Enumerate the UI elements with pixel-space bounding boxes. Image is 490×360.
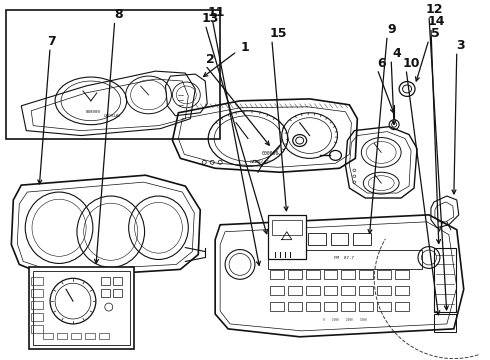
- Bar: [31, 277, 43, 285]
- Text: 0    1000    2000    3000: 0 1000 2000 3000: [322, 318, 367, 322]
- Text: 6: 6: [377, 57, 386, 70]
- Bar: [331, 233, 348, 244]
- Text: 1: 1: [241, 41, 249, 54]
- Bar: [101, 289, 110, 297]
- Bar: [31, 313, 43, 321]
- Bar: [270, 270, 284, 279]
- Bar: [323, 270, 338, 279]
- Bar: [359, 270, 373, 279]
- Bar: [270, 286, 284, 295]
- Bar: [395, 270, 409, 279]
- Text: 7: 7: [47, 35, 55, 48]
- Text: 12: 12: [425, 3, 442, 16]
- Bar: [270, 302, 284, 311]
- Text: 000000: 000000: [261, 152, 278, 156]
- Text: CADILLAC: CADILLAC: [250, 160, 270, 164]
- Text: 000000: 000000: [85, 110, 100, 114]
- Text: 9: 9: [388, 23, 396, 36]
- Bar: [434, 248, 456, 312]
- Text: 2: 2: [206, 53, 215, 66]
- Text: 8: 8: [114, 8, 123, 21]
- Bar: [285, 233, 303, 244]
- Bar: [31, 301, 43, 309]
- Bar: [353, 233, 371, 244]
- Bar: [306, 286, 319, 295]
- Bar: [359, 302, 373, 311]
- Bar: [323, 302, 338, 311]
- Bar: [308, 233, 325, 244]
- Bar: [31, 289, 43, 297]
- Bar: [85, 333, 95, 339]
- Bar: [71, 333, 81, 339]
- Text: 14: 14: [427, 15, 444, 28]
- Text: 3: 3: [457, 39, 465, 52]
- Text: 5: 5: [431, 27, 440, 40]
- Bar: [342, 270, 355, 279]
- Bar: [377, 302, 391, 311]
- Text: 15: 15: [269, 27, 287, 40]
- Text: CADILLAC: CADILLAC: [104, 114, 122, 118]
- Bar: [377, 286, 391, 295]
- Bar: [101, 277, 110, 285]
- Bar: [306, 302, 319, 311]
- Bar: [395, 286, 409, 295]
- Bar: [29, 267, 134, 349]
- Text: 11: 11: [207, 6, 225, 19]
- Bar: [6, 10, 220, 139]
- Bar: [268, 249, 422, 269]
- Bar: [377, 270, 391, 279]
- Bar: [99, 333, 109, 339]
- Bar: [395, 302, 409, 311]
- Bar: [288, 270, 302, 279]
- Bar: [43, 333, 53, 339]
- Bar: [342, 302, 355, 311]
- Bar: [323, 286, 338, 295]
- Text: 13: 13: [201, 12, 219, 25]
- Bar: [113, 277, 122, 285]
- Bar: [272, 220, 302, 235]
- Bar: [268, 215, 306, 260]
- Bar: [342, 286, 355, 295]
- Bar: [288, 302, 302, 311]
- Bar: [33, 271, 130, 345]
- Bar: [434, 314, 456, 332]
- Bar: [306, 270, 319, 279]
- Bar: [57, 333, 67, 339]
- Text: 10: 10: [402, 57, 420, 70]
- Text: 4: 4: [393, 47, 401, 60]
- Bar: [113, 289, 122, 297]
- Text: FM  87.7: FM 87.7: [335, 256, 354, 261]
- Bar: [288, 286, 302, 295]
- Bar: [31, 325, 43, 333]
- Bar: [359, 286, 373, 295]
